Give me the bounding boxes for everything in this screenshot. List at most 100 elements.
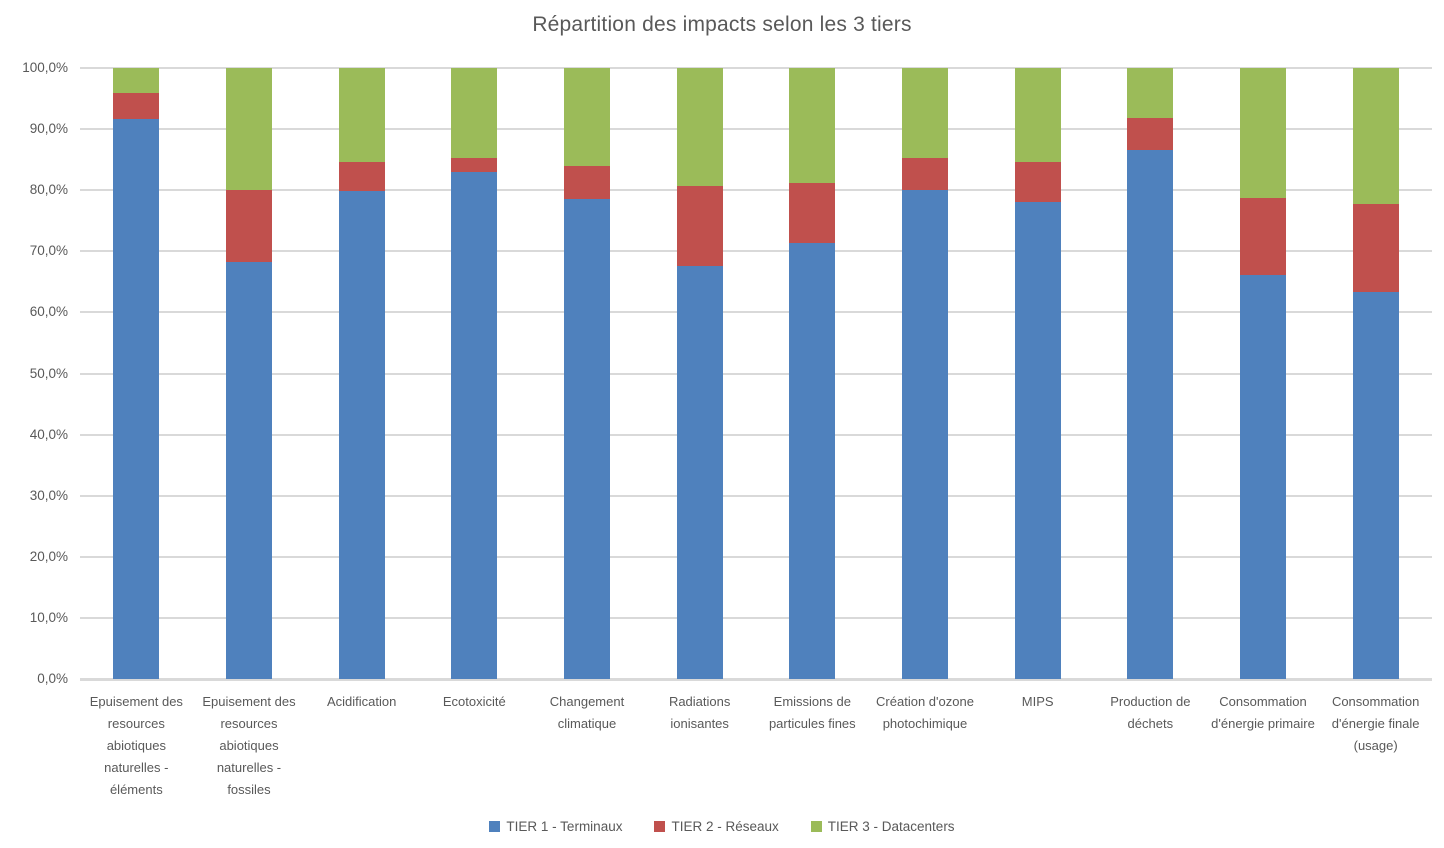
- category-slot: [80, 68, 193, 679]
- category-label: Emissions de particules fines: [768, 694, 856, 731]
- legend-swatch-icon: [810, 821, 822, 832]
- bar-segment-tier-2: [451, 158, 498, 172]
- y-tick-label: 100,0%: [22, 60, 68, 75]
- stacked-bar: [1352, 68, 1399, 679]
- bar-segment-tier-2: [113, 93, 160, 120]
- category-slot: [531, 68, 644, 679]
- category-slot: [756, 68, 869, 679]
- category-label: Radiations ionisantes: [668, 694, 731, 731]
- stacked-bar: [789, 68, 836, 679]
- stacked-bar: [563, 68, 610, 679]
- bar-segment-tier-3: [451, 68, 498, 159]
- category-slot: [305, 68, 418, 679]
- gridline: [80, 128, 1432, 131]
- y-tick-label: 70,0%: [29, 243, 68, 259]
- gridline: [80, 372, 1432, 375]
- category-slot: [981, 68, 1094, 679]
- bar-segment-tier-3: [113, 68, 160, 94]
- gridline: [80, 189, 1432, 192]
- category-label: Production de déchets: [1110, 694, 1191, 731]
- bar-segment-tier-1: [113, 119, 160, 679]
- gridline: [80, 311, 1432, 314]
- bar-segment-tier-3: [1352, 68, 1399, 205]
- legend: TIER 1 - Terminaux TIER 2 - Réseaux TIER 3…: [0, 819, 1444, 834]
- bar-segment-tier-3: [789, 68, 836, 184]
- gridline: [80, 555, 1432, 558]
- category-label: Ecotoxicité: [442, 694, 506, 709]
- chart-title: Répartition des impacts selon les 3 tier…: [532, 13, 912, 36]
- bar-segment-tier-1: [1239, 274, 1286, 679]
- stacked-bar: [451, 68, 498, 679]
- bar-segment-tier-1: [1352, 291, 1399, 679]
- y-tick-label: 10,0%: [29, 609, 68, 625]
- legend-label: TIER 1 - Terminaux: [506, 819, 623, 834]
- legend-item-tier-2: TIER 2 - Réseaux: [654, 819, 779, 834]
- y-tick-label: 40,0%: [29, 426, 68, 442]
- bar-segment-tier-3: [1127, 68, 1174, 118]
- stacked-bar: [225, 68, 272, 679]
- category-slot: [1319, 68, 1432, 679]
- category-slot: [1207, 68, 1320, 679]
- gridline: [80, 678, 1432, 680]
- category-label: Création d'ozone photochimique: [876, 694, 974, 731]
- bar-segment-tier-2: [338, 162, 385, 192]
- bar-segment-tier-1: [225, 261, 272, 679]
- category-label: Epuisement des resources abiotiques natu…: [89, 694, 183, 797]
- bar-segment-tier-1: [451, 171, 498, 679]
- gridline: [80, 616, 1432, 619]
- bar-segment-tier-2: [225, 190, 272, 262]
- gridline: [80, 250, 1432, 253]
- bar-segment-tier-2: [789, 183, 836, 243]
- bar-segment-tier-2: [1014, 161, 1061, 203]
- category-slot: [643, 68, 756, 679]
- bar-segment-tier-3: [1014, 68, 1061, 162]
- bar-segment-tier-1: [563, 199, 610, 679]
- category-label: Acidification: [326, 694, 397, 709]
- y-tick-label: 60,0%: [29, 304, 68, 320]
- category-slot: [193, 68, 306, 679]
- legend-label: TIER 2 - Réseaux: [671, 819, 779, 834]
- stacked-bar: [1014, 68, 1061, 679]
- bar-segment-tier-2: [1352, 204, 1399, 292]
- y-tick-label: 20,0%: [29, 548, 68, 564]
- y-tick-label: 80,0%: [29, 182, 68, 198]
- bars-layer: [80, 68, 1432, 679]
- bar-segment-tier-3: [676, 68, 723, 186]
- stacked-bar: [901, 68, 948, 679]
- bar-segment-tier-2: [1239, 198, 1286, 275]
- bar-segment-tier-1: [676, 265, 723, 679]
- bar-segment-tier-2: [901, 158, 948, 191]
- x-axis-labels: Epuisement des resources abiotiques natu…: [80, 691, 1432, 801]
- bar-segment-tier-3: [901, 68, 948, 159]
- bar-segment-tier-2: [676, 185, 723, 266]
- legend-item-tier-1: TIER 1 - Terminaux: [489, 819, 622, 834]
- category-label: Changement climatique: [549, 694, 625, 731]
- bar-segment-tier-3: [1239, 68, 1286, 199]
- bar-segment-tier-2: [563, 165, 610, 200]
- bar-segment-tier-2: [1127, 117, 1174, 150]
- gridline: [80, 67, 1432, 69]
- category-label: MIPS: [1021, 694, 1054, 709]
- bar-segment-tier-1: [789, 242, 836, 679]
- stacked-bar: [676, 68, 723, 679]
- stacked-bar: [1127, 68, 1174, 679]
- category-slot: [869, 68, 982, 679]
- category-label: Consommation d'énergie finale (usage): [1331, 694, 1420, 753]
- bar-segment-tier-3: [225, 68, 272, 191]
- stacked-bar: [113, 68, 160, 679]
- legend-swatch-icon: [654, 821, 666, 832]
- category-label: Epuisement des resources abiotiques natu…: [202, 694, 296, 797]
- bar-segment-tier-3: [563, 68, 610, 166]
- bar-segment-tier-1: [901, 190, 948, 679]
- gridline: [80, 494, 1432, 497]
- y-axis-labels: 0,0% 10,0% 20,0% 30,0% 40,0% 50,0% 60,0% 70,0% 8…: [0, 60, 68, 686]
- category-slot: [418, 68, 531, 679]
- stacked-bar: [1239, 68, 1286, 679]
- y-tick-label: 90,0%: [29, 121, 68, 137]
- legend-item-tier-3: TIER 3 - Datacenters: [810, 819, 955, 834]
- category-slot: [1094, 68, 1207, 679]
- bar-segment-tier-1: [338, 191, 385, 679]
- bar-segment-tier-1: [1014, 202, 1061, 679]
- gridline: [80, 433, 1432, 436]
